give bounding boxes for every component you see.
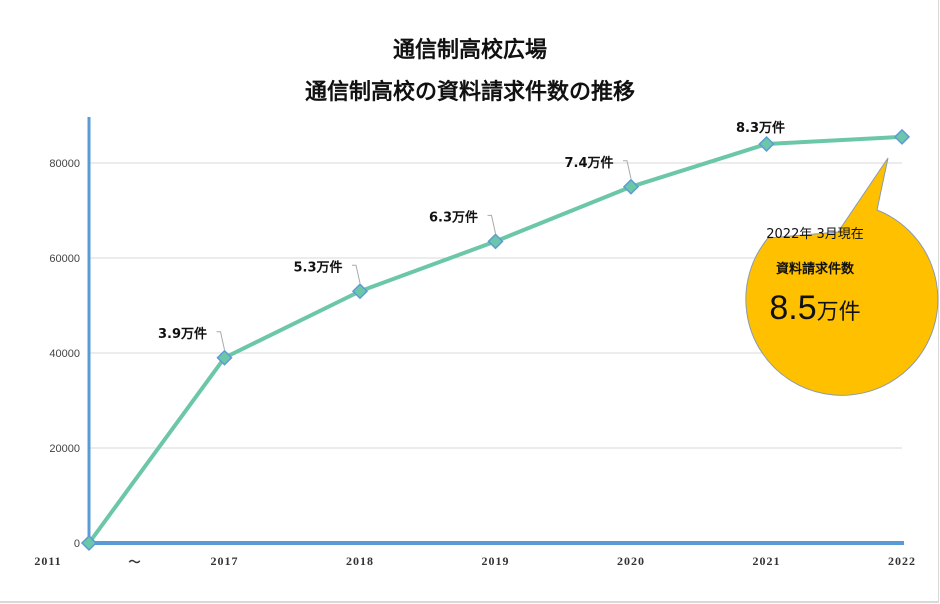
x-tick-label: 2017	[211, 554, 239, 568]
x-tick-label: 2019	[482, 554, 510, 568]
leader-line	[623, 160, 632, 179]
leader-line	[216, 331, 225, 350]
x-tick-label: 2018	[346, 554, 374, 568]
callout-label: 資料請求件数	[775, 262, 854, 277]
data-point	[80, 534, 98, 552]
x-tick-label: 2022	[888, 554, 916, 568]
callout-bubble	[745, 157, 939, 396]
x-tick-label: 2020	[617, 554, 645, 568]
x-axis-break-label: ～	[128, 555, 141, 569]
leader-line	[352, 264, 361, 284]
data-label: 8.3万件	[736, 120, 785, 136]
callout-value: 8.5	[769, 289, 817, 327]
y-tick-label: 20000	[49, 443, 80, 455]
data-point	[622, 178, 640, 195]
data-label: 6.3万件	[429, 209, 478, 225]
chart-title-line1: 通信制高校広場	[392, 38, 547, 63]
chart-title-line2: 通信制高校の資料請求件数の推移	[304, 80, 635, 105]
y-tick-label: 40000	[49, 348, 80, 360]
data-point	[351, 283, 369, 300]
data-point	[487, 233, 504, 250]
y-tick-label: 60000	[49, 253, 80, 265]
callout-text: 2022年 3月現在 資料請求件数 8.5万件	[720, 215, 910, 328]
leader-line	[487, 214, 496, 234]
x-tick-label: 2021	[753, 554, 781, 568]
data-point	[758, 135, 775, 153]
data-point	[893, 128, 911, 145]
callout-unit: 万件	[816, 300, 861, 325]
data-label: 3.9万件	[158, 326, 207, 342]
y-tick-label: 80000	[49, 158, 80, 170]
data-point	[216, 349, 233, 366]
data-label: 7.4万件	[564, 155, 613, 171]
y-tick-label: 0	[74, 538, 80, 550]
data-label: 5.3万件	[293, 259, 342, 275]
callout-date: 2022年 3月現在	[766, 227, 864, 242]
x-tick-label: 2011	[34, 554, 61, 568]
